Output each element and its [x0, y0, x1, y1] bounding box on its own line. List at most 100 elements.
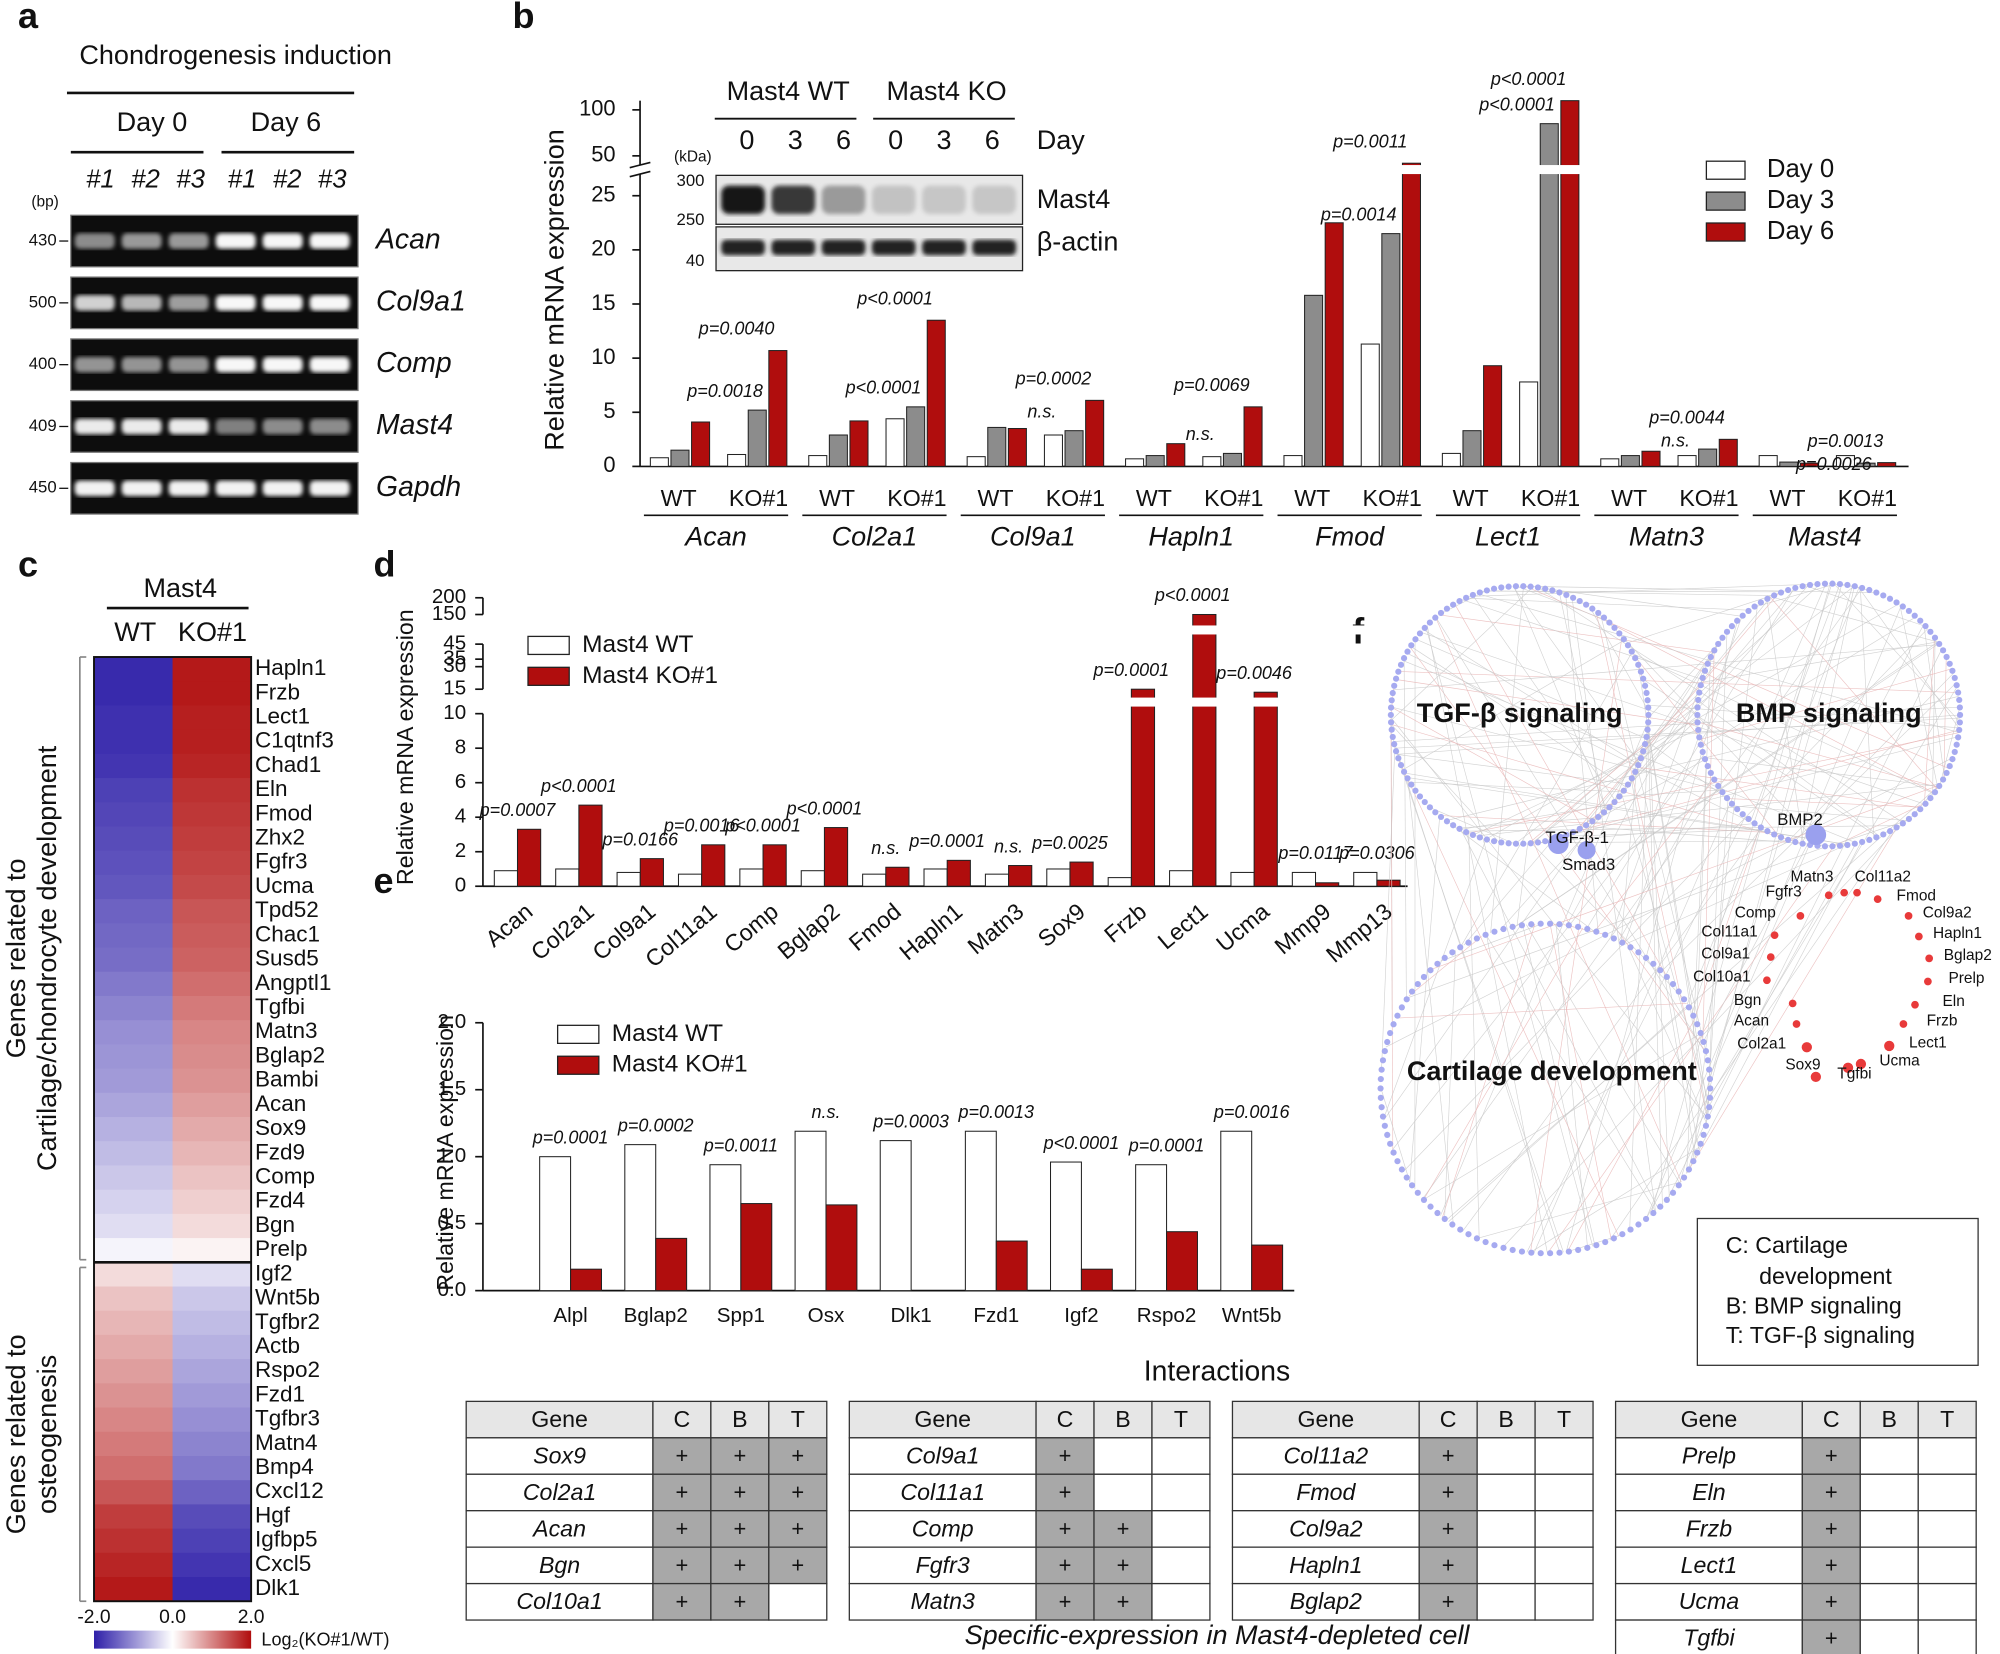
heatmap-cell: [172, 1286, 252, 1312]
bar: [1202, 456, 1222, 467]
header-cell: [1093, 1400, 1153, 1439]
bar: [1519, 381, 1539, 467]
column-header: Gene: [531, 1406, 588, 1432]
edge: [1468, 833, 1480, 1240]
legend-swatch: [1705, 191, 1746, 211]
edge: [1431, 784, 1940, 970]
colorbar-tick-label: 0.0: [159, 1607, 186, 1628]
bar: [1130, 688, 1156, 887]
node: [1390, 1149, 1397, 1156]
edge: [1409, 815, 1441, 1183]
bp-label: 500: [29, 292, 57, 311]
bar: [828, 434, 848, 467]
gene-label: Hapln1: [255, 655, 326, 680]
node: [1645, 704, 1652, 711]
node: [1404, 775, 1411, 782]
heatmap-cell: [172, 1020, 252, 1046]
gene-cell: Col11a2: [1284, 1442, 1369, 1468]
heatmap-cell: [172, 1577, 252, 1602]
bar: [1779, 461, 1799, 467]
heatmap-cell: [94, 971, 174, 997]
table-cell: [1801, 1510, 1861, 1548]
heatmap-cell: [172, 1068, 252, 1094]
table-cell: [1614, 1510, 1803, 1548]
header-cell: [768, 1400, 828, 1439]
node: [1643, 733, 1650, 741]
bar: [1008, 865, 1033, 887]
x-tick-label: WT: [1136, 485, 1172, 511]
node: [1751, 820, 1758, 827]
x-tick-label: KO#1: [887, 485, 946, 511]
node: [1911, 612, 1918, 619]
heatmap-cell: [172, 1141, 252, 1167]
mark-cell: +: [1442, 1552, 1455, 1577]
edge: [1502, 823, 1903, 1248]
mark-cell: +: [1059, 1516, 1072, 1541]
heatmap-cell: [94, 1286, 174, 1312]
edge: [1647, 707, 1670, 1198]
heatmap-cell: [172, 657, 252, 682]
heatmap-cell: [94, 1189, 174, 1215]
edge: [1444, 950, 1456, 1219]
gene-node: [1842, 1062, 1854, 1073]
edge: [1425, 626, 1594, 1247]
bar: [825, 1204, 858, 1292]
annotation: n.s.: [1186, 424, 1215, 444]
heatmap-cell: [94, 753, 174, 779]
gene-label: Fzd4: [255, 1188, 305, 1213]
node: [1669, 1189, 1677, 1196]
node: [1697, 1140, 1704, 1147]
edge: [1582, 597, 1771, 828]
bar: [1145, 455, 1165, 467]
edge: [1469, 583, 1819, 597]
node: [1792, 584, 1799, 592]
table-cell: [1614, 1619, 1803, 1654]
edge: [1475, 783, 1941, 837]
gene-label: Ucma: [255, 873, 314, 898]
mark-cell: +: [676, 1589, 689, 1614]
edge: [1549, 736, 1959, 841]
table-cell: [1801, 1437, 1861, 1475]
gene-node: [1788, 999, 1797, 1008]
node: [1700, 1038, 1707, 1046]
bar: [1381, 233, 1401, 467]
gene-label: Prelp: [255, 1236, 308, 1261]
colorbar-tick-label: -2.0: [77, 1607, 110, 1628]
edge: [1661, 682, 1957, 972]
bar: [1222, 452, 1242, 467]
mark-cell: +: [791, 1480, 804, 1505]
node: [1836, 842, 1844, 849]
node: [1473, 1235, 1481, 1242]
inset-day-label: Day: [1037, 125, 1086, 155]
node: [1640, 675, 1647, 682]
x-tick-label: WT: [1611, 485, 1647, 511]
x-tick-label: Hapln1: [894, 898, 967, 965]
node: [1955, 689, 1962, 696]
y-axis-label: Relative mRNA expression: [539, 129, 569, 451]
gene-label: Lect1: [1909, 1034, 1947, 1051]
legend-swatch: [527, 666, 570, 686]
column-header: B: [1115, 1406, 1130, 1432]
edge: [1408, 936, 1482, 997]
node: [1642, 1215, 1650, 1223]
mark-cell: +: [1059, 1443, 1072, 1468]
node: [1443, 818, 1451, 825]
legend-label: Mast4 WT: [582, 631, 693, 658]
node: [1836, 580, 1844, 588]
gene-label: Fmod: [1897, 888, 1936, 905]
group-label: Matn3: [1629, 522, 1704, 552]
y-tick-label: 15: [443, 677, 466, 700]
edge: [1943, 656, 1947, 778]
gene-label: Bambi: [255, 1067, 319, 1092]
gene-label: Eln: [1942, 993, 1964, 1010]
edge: [1692, 604, 1758, 1163]
edge: [1485, 934, 1656, 1212]
node: [1412, 787, 1419, 794]
edge: [1485, 590, 1774, 596]
node: [1734, 617, 1741, 624]
node: [1398, 1004, 1405, 1011]
gel-band: [121, 295, 162, 311]
mark-cell: +: [733, 1516, 746, 1541]
edge: [1381, 746, 1396, 1072]
node: [1632, 655, 1639, 662]
